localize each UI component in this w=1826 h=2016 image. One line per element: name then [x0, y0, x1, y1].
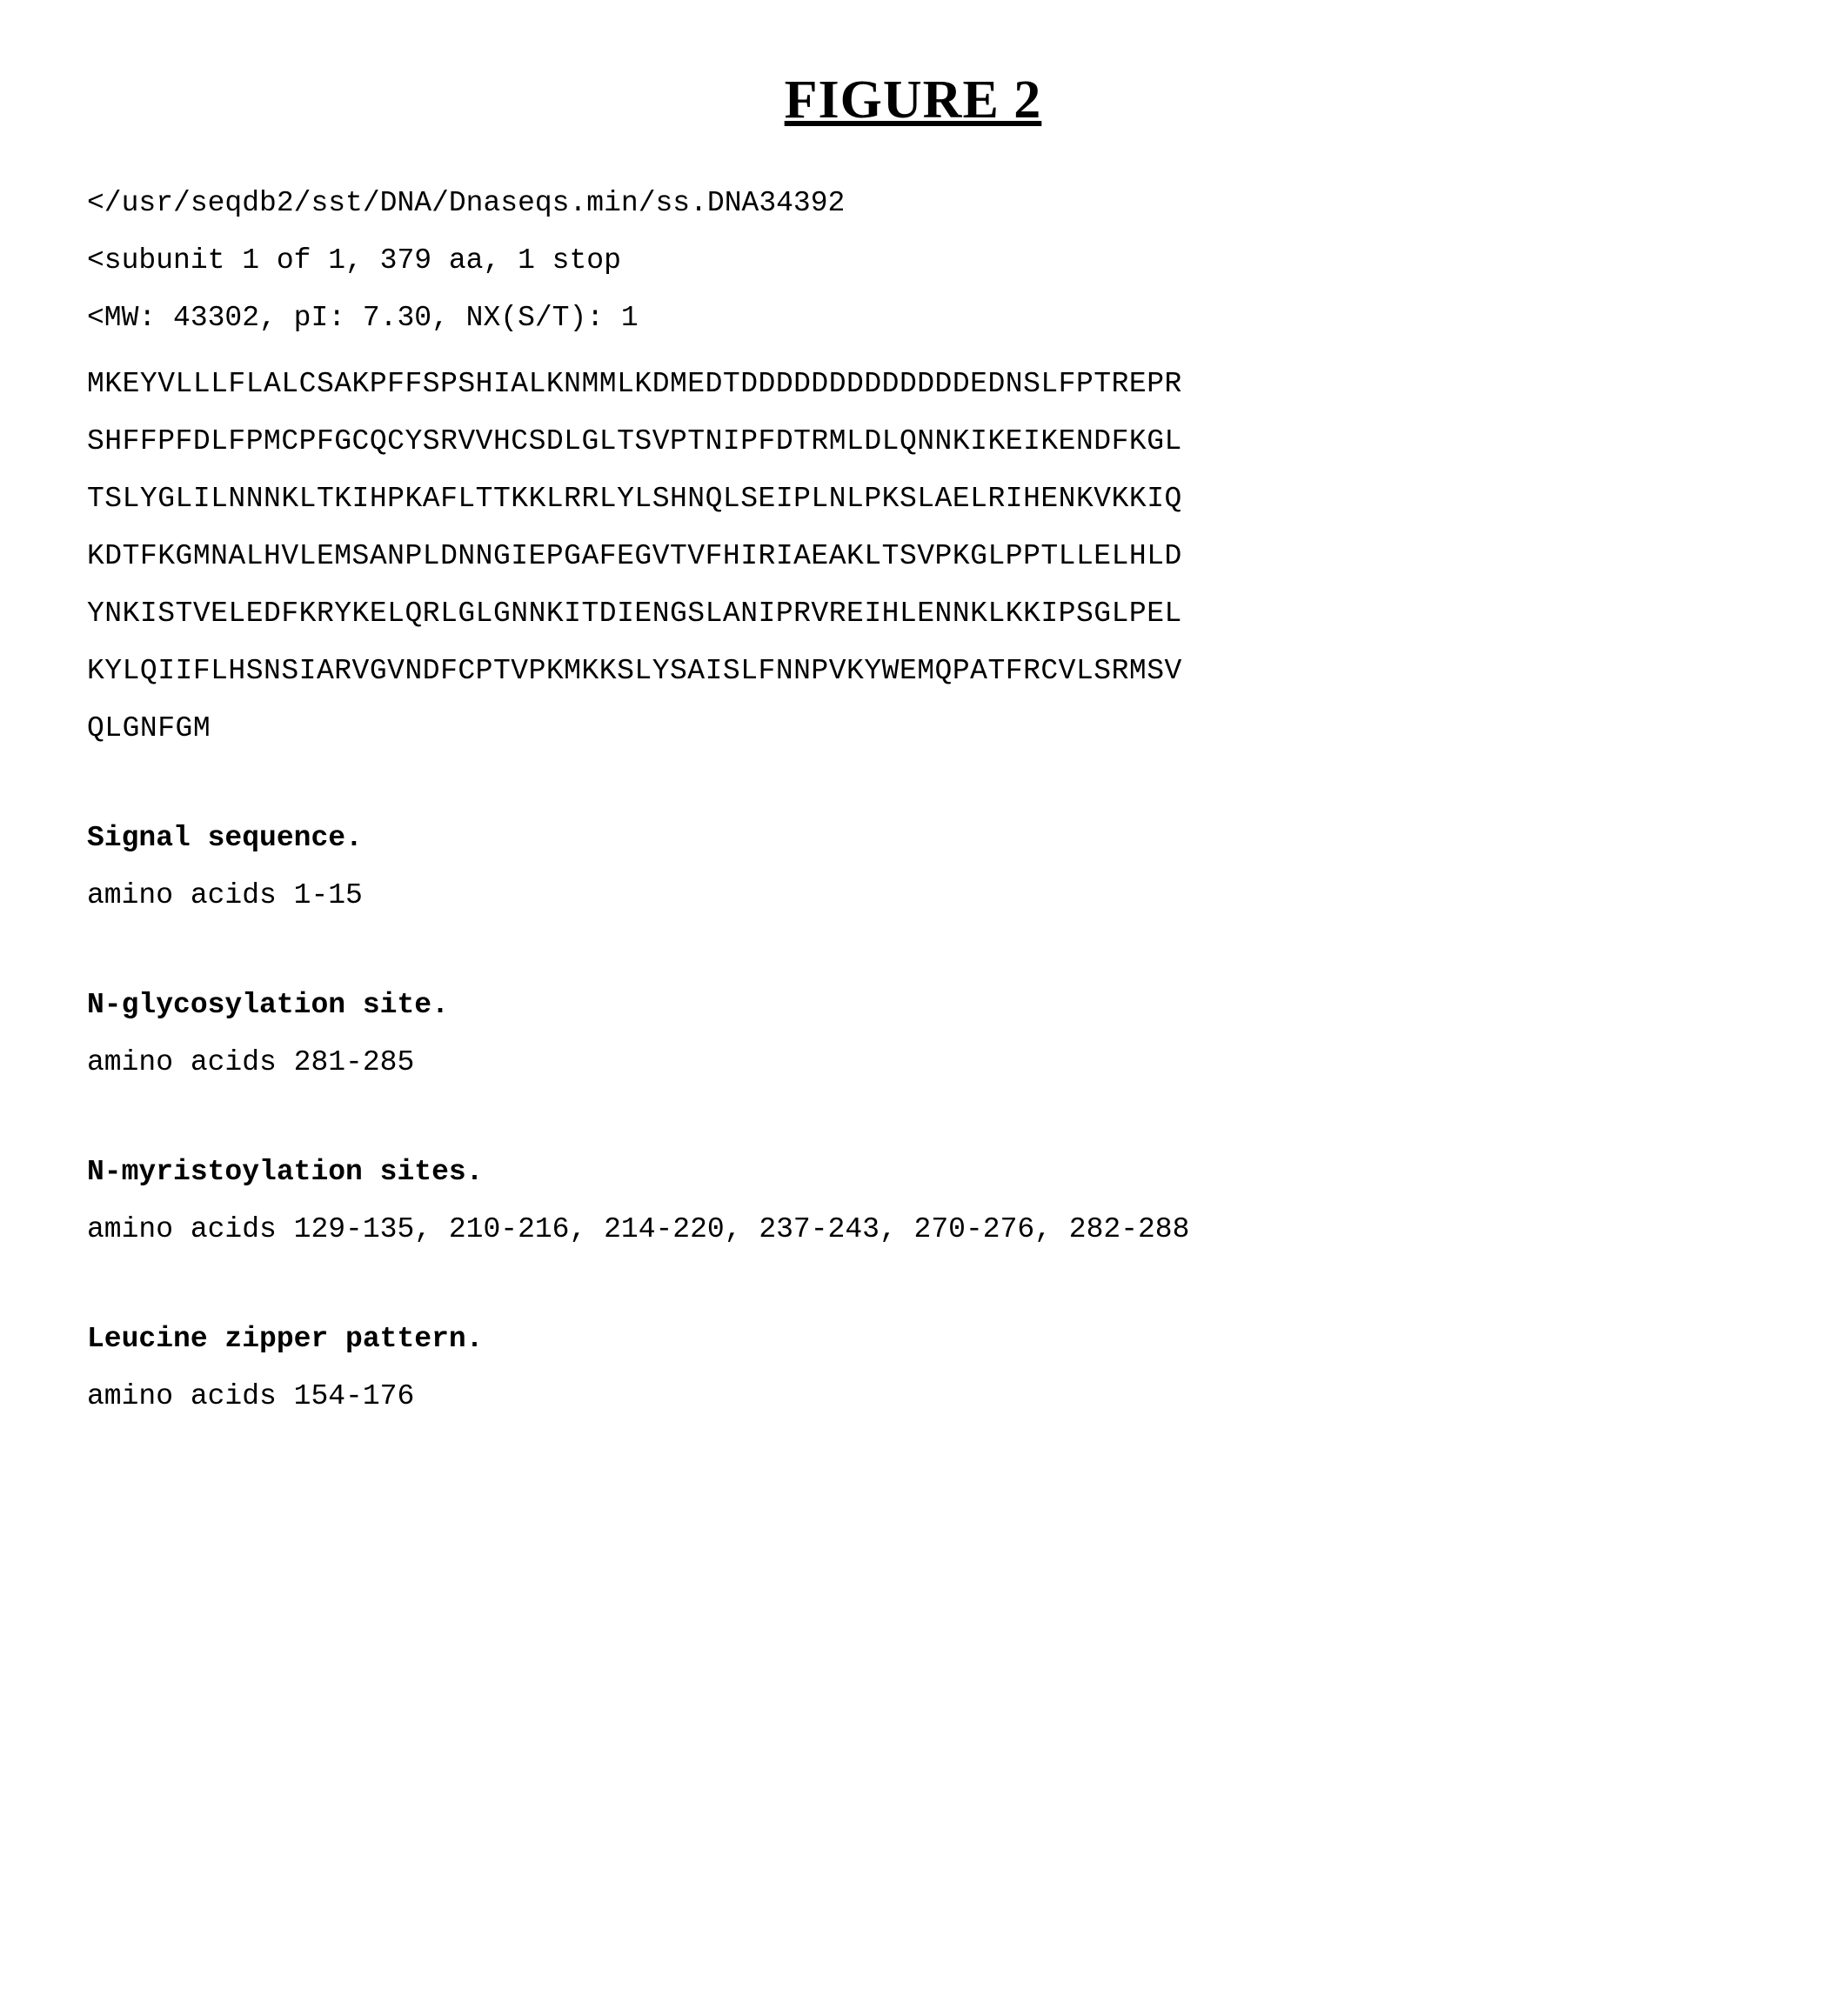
sequence-line: SHFFPFDLFPMCPFGCQCYSRVVHCSDLGLTSVPTNIPFD… [87, 413, 1739, 471]
feature-value: amino acids 129-135, 210-216, 214-220, 2… [87, 1201, 1739, 1258]
feature-title: N-myristoylation sites. [87, 1144, 1739, 1201]
sequence-line: YNKISTVELEDFKRYKELQRLGLGNNKITDIENGSLANIP… [87, 585, 1739, 643]
feature-signal-sequence: Signal sequence. amino acids 1-15 [87, 810, 1739, 925]
sequence-path-line: </usr/seqdb2/sst/DNA/Dnaseqs.min/ss.DNA3… [87, 175, 1739, 232]
protein-sequence-block: MKEYVLLLFLALCSAKPFFSPSHIALKNMMLKDMEDTDDD… [87, 356, 1739, 758]
sequence-mw-line: <MW: 43302, pI: 7.30, NX(S/T): 1 [87, 290, 1739, 347]
feature-title: N-glycosylation site. [87, 977, 1739, 1034]
feature-value: amino acids 281-285 [87, 1034, 1739, 1091]
sequence-subunit-line: <subunit 1 of 1, 379 aa, 1 stop [87, 232, 1739, 290]
figure-title: FIGURE 2 [87, 70, 1739, 131]
sequence-line: MKEYVLLLFLALCSAKPFFSPSHIALKNMMLKDMEDTDDD… [87, 356, 1739, 413]
feature-title: Leucine zipper pattern. [87, 1311, 1739, 1368]
feature-value: amino acids 154-176 [87, 1368, 1739, 1425]
feature-n-myristoylation: N-myristoylation sites. amino acids 129-… [87, 1144, 1739, 1258]
sequence-line: KYLQIIFLHSNSIARVGVNDFCPTVPKMKKSLYSAISLFN… [87, 643, 1739, 700]
sequence-line: KDTFKGMNALHVLEMSANPLDNNGIEPGAFEGVTVFHIRI… [87, 528, 1739, 585]
sequence-line: QLGNFGM [87, 700, 1739, 758]
feature-value: amino acids 1-15 [87, 867, 1739, 925]
sequence-line: TSLYGLILNNNKLTKIHPKAFLTTKKLRRLYLSHNQLSEI… [87, 471, 1739, 528]
feature-n-glycosylation: N-glycosylation site. amino acids 281-28… [87, 977, 1739, 1091]
feature-title: Signal sequence. [87, 810, 1739, 867]
feature-leucine-zipper: Leucine zipper pattern. amino acids 154-… [87, 1311, 1739, 1425]
